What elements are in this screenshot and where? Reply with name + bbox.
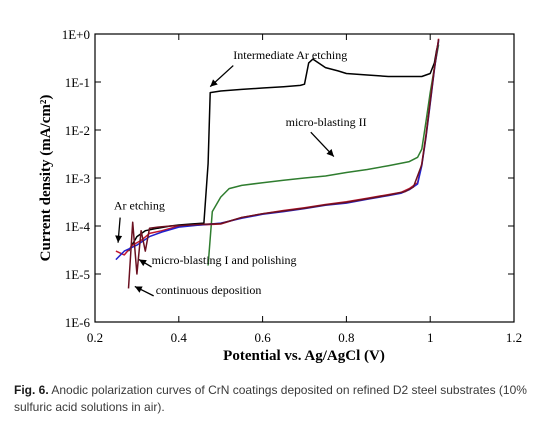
caption-label: Fig. 6. — [14, 383, 49, 397]
caption-text: Anodic polarization curves of CrN coatin… — [14, 383, 527, 414]
annotation-label-2: micro-blasting II — [286, 115, 367, 129]
y-tick-label: 1E-4 — [65, 219, 91, 234]
y-tick-label: 1E+0 — [62, 27, 90, 42]
figure-caption: Fig. 6. Anodic polarization curves of Cr… — [14, 382, 534, 416]
arrow-intermediate-ar-etching-head — [210, 79, 218, 87]
curve-3 — [115, 38, 440, 256]
arrow-continuous-deposition-head — [134, 286, 143, 293]
arrow-micro-blasting-i-head — [138, 259, 147, 267]
y-tick-label: 1E-6 — [65, 315, 91, 330]
annotation-label-4: micro-blasting I and polishing — [152, 253, 297, 267]
curve-5 — [127, 39, 440, 289]
x-tick-label: 0.6 — [254, 330, 271, 345]
annotation-arrow-group — [115, 65, 335, 297]
y-tick-label: 1E-1 — [65, 75, 90, 90]
x-axis-label: Potential vs. Ag/AgCl (V) — [223, 348, 385, 364]
y-tick-label: 1E-2 — [65, 123, 90, 138]
polarization-chart: 0.2 0.4 0.6 0.8 1 1.2 1E-6 1E-5 1E-4 1E-3 1E-2 1E-1… — [38, 27, 522, 364]
x-tick-label: 0.2 — [87, 330, 103, 345]
annotation-label-1: Intermediate Ar etching — [233, 48, 347, 62]
x-tick-label: 0.4 — [171, 330, 188, 345]
annotation-label-3: Ar etching — [114, 199, 165, 213]
x-tick-label: 1.2 — [506, 330, 522, 345]
curve-1 — [127, 41, 440, 252]
arrow-micro-blasting-ii-head — [326, 149, 334, 157]
curve-2 — [207, 44, 440, 266]
tick-group: 0.2 0.4 0.6 0.8 1 1.2 1E-6 1E-5 1E-4 1E-3 1E-2 1E-1… — [62, 27, 522, 345]
y-tick-label: 1E-5 — [65, 267, 90, 282]
x-tick-label: 1 — [427, 330, 434, 345]
y-axis-label: Current density (mA/cm²) — [38, 95, 54, 262]
x-tick-label: 0.8 — [338, 330, 354, 345]
arrow-ar-etching-head — [115, 235, 123, 243]
annotation-label-5: continuous deposition — [156, 283, 262, 297]
curve-group — [115, 38, 440, 289]
y-tick-label: 1E-3 — [65, 171, 90, 186]
annotation-group: Intermediate Ar etching micro-blasting II… — [114, 48, 367, 297]
